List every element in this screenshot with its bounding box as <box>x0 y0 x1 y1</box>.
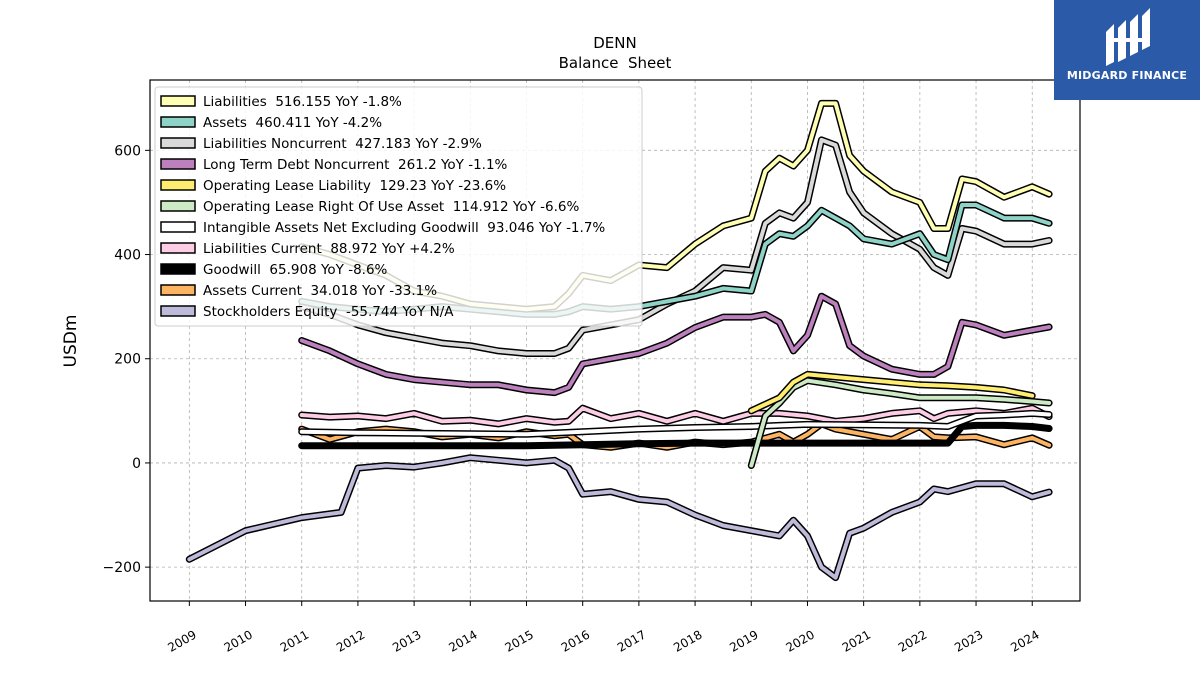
x-tick-label: 2024 <box>1008 627 1041 654</box>
y-tick-label: 200 <box>114 352 141 368</box>
legend-label: Liabilities 516.155 YoY -1.8% <box>203 94 402 110</box>
y-tick-label: 600 <box>114 143 141 159</box>
y-tick-label: −200 <box>103 560 141 576</box>
y-axis-label: USDm <box>61 315 81 368</box>
legend-label: Stockholders Equity -55.744 YoY N/A <box>203 304 454 320</box>
legend-label: Operating Lease Right Of Use Asset 114.9… <box>203 199 579 215</box>
legend-swatch <box>160 179 196 191</box>
logo-text: MIDGARD FINANCE <box>1066 69 1188 82</box>
brand-logo: MIDGARD FINANCE <box>1054 0 1200 100</box>
series-line <box>299 294 1052 395</box>
series-stockholders-equity <box>185 454 1053 582</box>
x-tick-label: 2009 <box>165 627 198 654</box>
legend-item: Long Term Debt Noncurrent 261.2 YoY -1.1… <box>160 157 508 173</box>
legend-swatch <box>160 284 196 296</box>
legend-swatch <box>160 158 196 170</box>
x-tick-label: 2021 <box>840 627 873 654</box>
series-liabilities-noncurrent <box>298 136 1053 357</box>
legend-swatch <box>160 116 196 128</box>
series-line <box>187 455 1052 580</box>
legend-item: Assets Current 34.018 YoY -33.1% <box>160 283 437 299</box>
series-liabilities-current <box>298 404 1053 428</box>
series-operating-lease-liability <box>747 370 1036 415</box>
legend-box <box>154 86 643 327</box>
legend-label: Intangible Assets Net Excluding Goodwill… <box>203 220 605 236</box>
y-tick-label: 0 <box>132 456 141 472</box>
legend-item: Goodwill 65.908 YoY -8.6% <box>160 262 388 278</box>
series-goodwill <box>298 421 1053 450</box>
legend-item: Liabilities 516.155 YoY -1.8% <box>160 94 402 110</box>
series-line <box>299 423 1052 448</box>
x-tick-label: 2016 <box>559 627 592 654</box>
x-tick-label: 2012 <box>334 627 367 654</box>
legend-label: Liabilities Noncurrent 427.183 YoY -2.9% <box>203 136 482 152</box>
series-line <box>749 372 1035 413</box>
legend-item: Liabilities Noncurrent 427.183 YoY -2.9% <box>160 136 482 152</box>
series-line <box>299 137 1052 356</box>
x-ticks: 2009 2010 2011 2012 2013 2014 2015 2016 2017 2018… <box>165 601 1042 655</box>
legend-swatch <box>160 305 196 317</box>
x-tick-label: 2015 <box>503 627 536 654</box>
series-line <box>299 406 1052 426</box>
legend-label: Assets Current 34.018 YoY -33.1% <box>203 283 437 299</box>
legend-label: Goodwill 65.908 YoY -8.6% <box>203 262 388 278</box>
legend-swatch <box>160 221 196 233</box>
series-long-term-debt-noncurrent <box>298 292 1053 397</box>
x-tick-label: 2020 <box>784 627 817 654</box>
x-tick-label: 2010 <box>222 627 255 654</box>
legend-item: Liabilities Current 88.972 YoY +4.2% <box>160 241 455 257</box>
series-line-outline <box>185 454 1053 582</box>
legend-item: Assets 460.411 YoY -4.2% <box>160 115 382 131</box>
y-ticks: −200 0 200 400 600 <box>103 143 150 576</box>
x-tick-label: 2011 <box>278 627 311 654</box>
x-tick-label: 2018 <box>671 627 704 654</box>
legend-item: Stockholders Equity -55.744 YoY N/A <box>160 304 454 320</box>
series-lines <box>185 99 1053 582</box>
chart-title: DENN <box>593 34 636 52</box>
legend-swatch <box>160 263 196 275</box>
legend-item: Operating Lease Right Of Use Asset 114.9… <box>160 199 579 215</box>
legend-item: Intangible Assets Net Excluding Goodwill… <box>160 220 605 236</box>
legend: Liabilities 516.155 YoY -1.8% Assets 460.… <box>154 86 643 327</box>
y-tick-label: 400 <box>114 248 141 264</box>
legend-swatch <box>160 200 196 212</box>
legend-label: Long Term Debt Noncurrent 261.2 YoY -1.1… <box>203 157 508 173</box>
x-tick-label: 2023 <box>952 627 985 654</box>
x-tick-label: 2013 <box>390 627 423 654</box>
legend-label: Liabilities Current 88.972 YoY +4.2% <box>203 241 455 257</box>
legend-item: Operating Lease Liability 129.23 YoY -23… <box>160 178 506 194</box>
legend-swatch <box>160 137 196 149</box>
legend-swatch <box>160 242 196 254</box>
legend-label: Operating Lease Liability 129.23 YoY -23… <box>203 178 506 194</box>
x-tick-label: 2017 <box>615 627 648 654</box>
plot-frame <box>149 79 1081 602</box>
x-tick-label: 2014 <box>446 627 479 654</box>
logo-mark-icon <box>1106 8 1150 66</box>
chart-subtitle: Balance Sheet <box>559 54 672 72</box>
x-tick-label: 2022 <box>896 627 929 654</box>
x-tick-label: 2019 <box>727 627 760 654</box>
legend-label: Assets 460.411 YoY -4.2% <box>203 115 382 131</box>
legend-swatch <box>160 95 196 107</box>
